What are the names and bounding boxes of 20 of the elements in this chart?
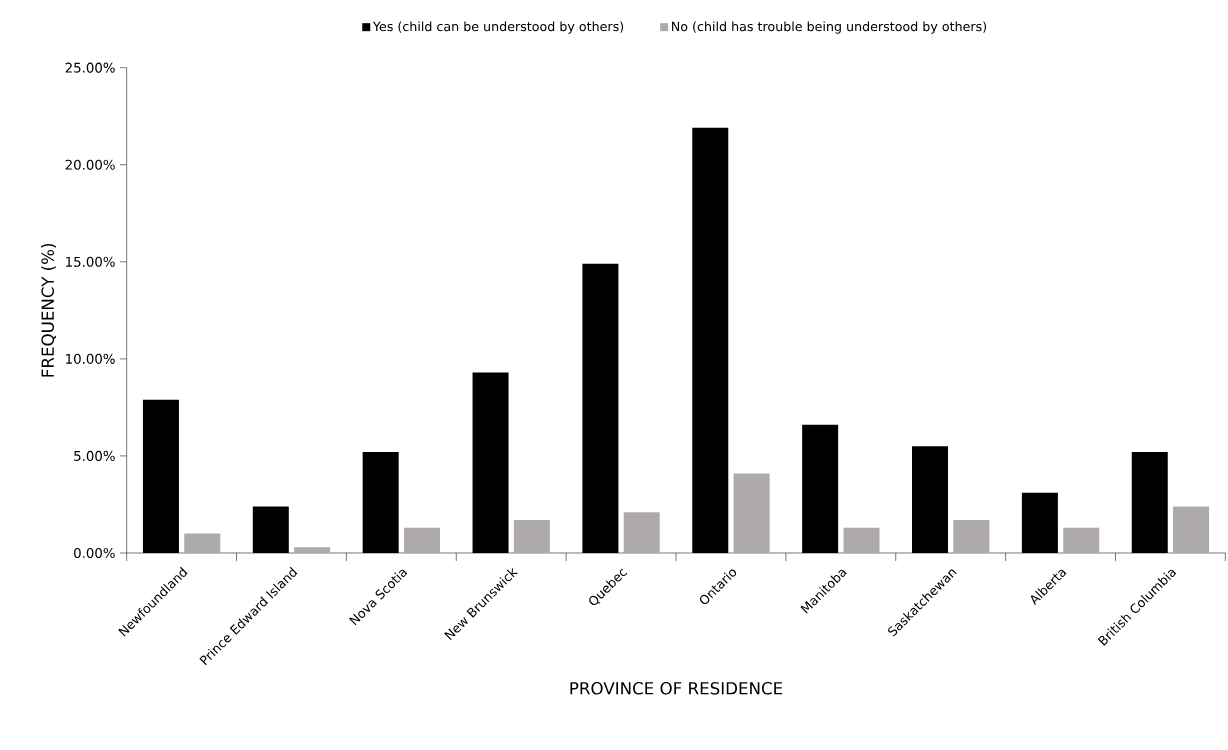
bar	[843, 527, 880, 553]
legend-label: Yes (child can be understood by others)	[372, 21, 624, 34]
y-tick-label: 15.00%	[66, 256, 115, 267]
legend-label: No (child has trouble being understood by others)	[672, 21, 987, 34]
y-axis-title: FREQUENCY (%)	[41, 243, 56, 377]
bar	[1063, 527, 1100, 553]
bar	[513, 520, 550, 553]
x-axis-title: PROVINCE OF RESIDENCE	[570, 681, 783, 695]
y-tick-label: 20.00%	[65, 159, 115, 170]
bar	[953, 520, 990, 553]
y-tick-label: 10.00%	[66, 353, 115, 364]
y-tick-label: 25.00%	[65, 62, 115, 73]
bar	[1173, 506, 1210, 553]
bar	[404, 527, 440, 553]
y-tick-label: 5.00%	[74, 450, 115, 461]
bar	[623, 512, 660, 553]
y-tick-label: 0.00%	[74, 547, 115, 559]
bar	[184, 533, 221, 553]
bar	[733, 473, 770, 553]
bar	[294, 547, 331, 553]
